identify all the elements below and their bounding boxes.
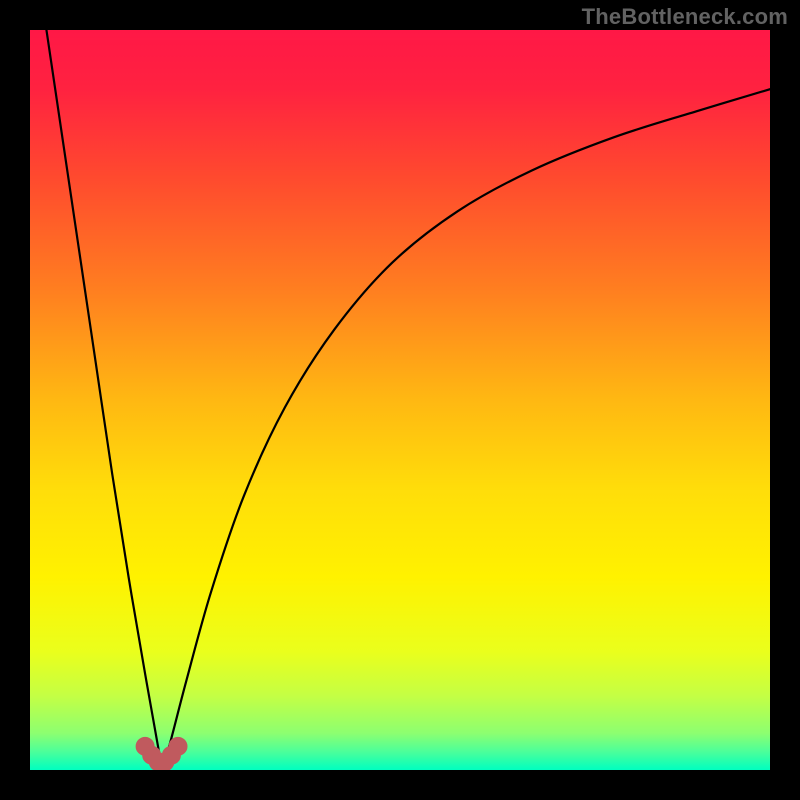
bottom-marker xyxy=(169,737,187,755)
gradient-background xyxy=(30,30,770,770)
chart-stage: TheBottleneck.com xyxy=(0,0,800,800)
watermark-text: TheBottleneck.com xyxy=(582,4,788,30)
bottleneck-chart xyxy=(30,30,770,770)
